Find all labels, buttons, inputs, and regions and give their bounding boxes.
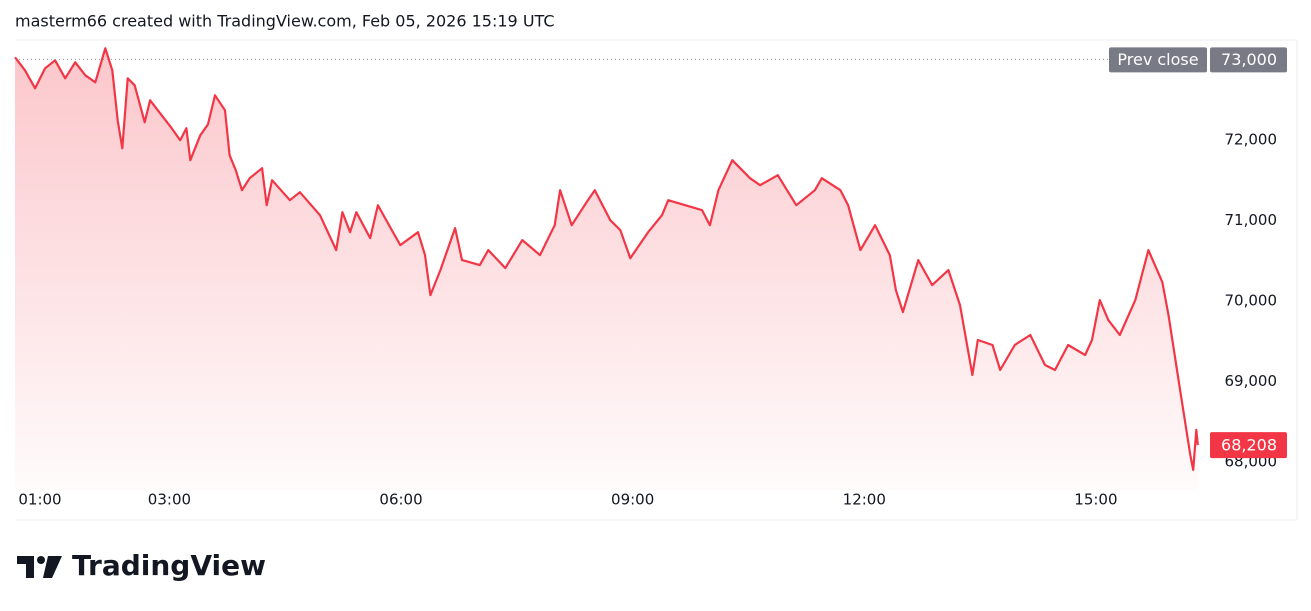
logo-icon (17, 556, 34, 578)
prev-close-badge (1109, 47, 1207, 73)
watermark: TradingView (72, 549, 266, 582)
x-tick-label: 09:00 (611, 491, 654, 509)
x-tick-label: 01:00 (18, 491, 61, 509)
price-line (14, 47, 1199, 471)
logo-icon (43, 556, 62, 578)
last-value-label: 68,208 (1221, 436, 1277, 455)
prev-close-value: 73,000 (1221, 50, 1277, 69)
y-tick-label: 72,000 (1225, 130, 1278, 148)
logo-icon (37, 556, 45, 564)
chart-title: masterm66 created with TradingView.com, … (15, 12, 555, 31)
x-tick-label: 15:00 (1074, 491, 1117, 509)
area-fill (15, 48, 1198, 491)
y-tick-label: 70,000 (1225, 291, 1278, 309)
y-tick-label: 71,000 (1225, 211, 1278, 229)
prev-close-value-badge (1210, 47, 1287, 73)
plot (14, 47, 1199, 491)
x-tick-label: 12:00 (843, 491, 886, 509)
prev-close-name: Prev close (1117, 50, 1198, 69)
last-value-badge (1210, 432, 1287, 459)
x-tick-label: 03:00 (148, 491, 191, 509)
logo: TradingView (17, 549, 266, 582)
y-tick-label: 69,000 (1225, 372, 1278, 390)
x-tick-label: 06:00 (379, 491, 422, 509)
